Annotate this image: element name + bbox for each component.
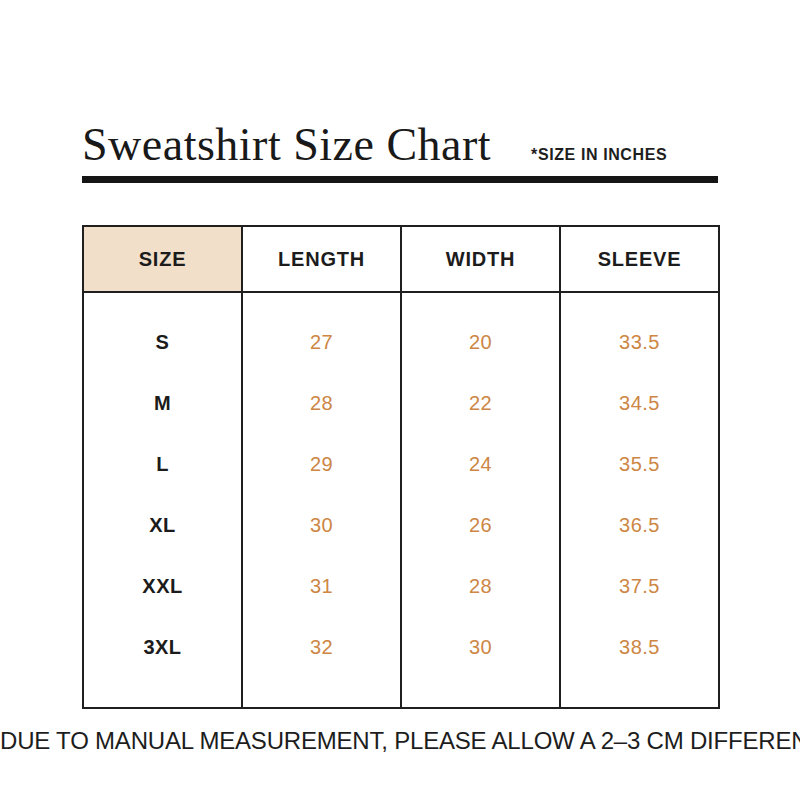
size-label: S: [83, 292, 242, 373]
width-value: 30: [401, 617, 560, 708]
table-row: XXL312837.5: [83, 556, 719, 617]
length-value: 27: [242, 292, 401, 373]
table-header-row: SIZE LENGTH WIDTH SLEEVE: [83, 226, 719, 292]
header: Sweatshirt Size Chart *SIZE IN INCHES: [82, 120, 718, 183]
size-label: M: [83, 373, 242, 434]
size-label: L: [83, 434, 242, 495]
page-root: { "title": "Sweatshirt Size Chart", "tit…: [0, 0, 800, 800]
table-row: 3XL323038.5: [83, 617, 719, 708]
table-row: L292435.5: [83, 434, 719, 495]
column-header-size: SIZE: [83, 226, 242, 292]
size-label: XXL: [83, 556, 242, 617]
column-header-sleeve: SLEEVE: [560, 226, 719, 292]
sleeve-value: 34.5: [560, 373, 719, 434]
size-label: 3XL: [83, 617, 242, 708]
width-value: 20: [401, 292, 560, 373]
page-title: Sweatshirt Size Chart: [82, 120, 491, 171]
length-value: 32: [242, 617, 401, 708]
length-value: 29: [242, 434, 401, 495]
table-row: S272033.5: [83, 292, 719, 373]
table-header: SIZE LENGTH WIDTH SLEEVE: [83, 226, 719, 292]
length-value: 31: [242, 556, 401, 617]
column-header-length: LENGTH: [242, 226, 401, 292]
width-value: 26: [401, 495, 560, 556]
sleeve-value: 36.5: [560, 495, 719, 556]
measurement-disclaimer: DUE TO MANUAL MEASUREMENT, PLEASE ALLOW …: [0, 727, 800, 755]
size-unit-note: *SIZE IN INCHES: [531, 146, 667, 164]
size-chart-table-container: SIZE LENGTH WIDTH SLEEVE S272033.5M28223…: [82, 225, 718, 709]
sleeve-value: 35.5: [560, 434, 719, 495]
title-row: Sweatshirt Size Chart *SIZE IN INCHES: [82, 120, 718, 171]
column-header-width: WIDTH: [401, 226, 560, 292]
size-table-body: S272033.5M282234.5L292435.5XL302636.5XXL…: [83, 292, 719, 708]
size-chart-table: SIZE LENGTH WIDTH SLEEVE S272033.5M28223…: [82, 225, 720, 709]
width-value: 28: [401, 556, 560, 617]
size-label: XL: [83, 495, 242, 556]
length-value: 28: [242, 373, 401, 434]
title-underline-bar: [82, 176, 718, 183]
width-value: 24: [401, 434, 560, 495]
width-value: 22: [401, 373, 560, 434]
sleeve-value: 38.5: [560, 617, 719, 708]
table-row: XL302636.5: [83, 495, 719, 556]
length-value: 30: [242, 495, 401, 556]
sleeve-value: 37.5: [560, 556, 719, 617]
sleeve-value: 33.5: [560, 292, 719, 373]
table-row: M282234.5: [83, 373, 719, 434]
